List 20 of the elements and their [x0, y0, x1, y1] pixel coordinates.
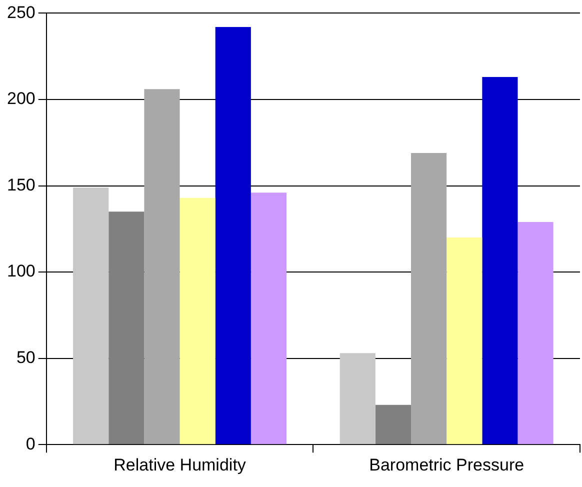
bar [446, 238, 482, 444]
bar [375, 404, 412, 444]
bar [518, 222, 554, 444]
x-tick-label: Barometric Pressure [369, 455, 524, 474]
bar [215, 27, 251, 444]
y-tick-label: 0 [26, 434, 36, 454]
y-tick-label: 50 [16, 348, 36, 368]
bar [108, 212, 144, 444]
bar [340, 353, 376, 444]
y-tick-label: 200 [6, 89, 36, 108]
bar [482, 77, 518, 444]
y-tick-label: 250 [6, 2, 36, 22]
bar [180, 198, 216, 444]
bar [73, 187, 109, 444]
bar [411, 152, 447, 444]
y-tick-label: 100 [6, 262, 36, 281]
x-tick-label: Relative Humidity [114, 455, 246, 474]
y-tick-label: 150 [6, 175, 36, 194]
bar [250, 192, 286, 444]
bar [144, 89, 180, 444]
